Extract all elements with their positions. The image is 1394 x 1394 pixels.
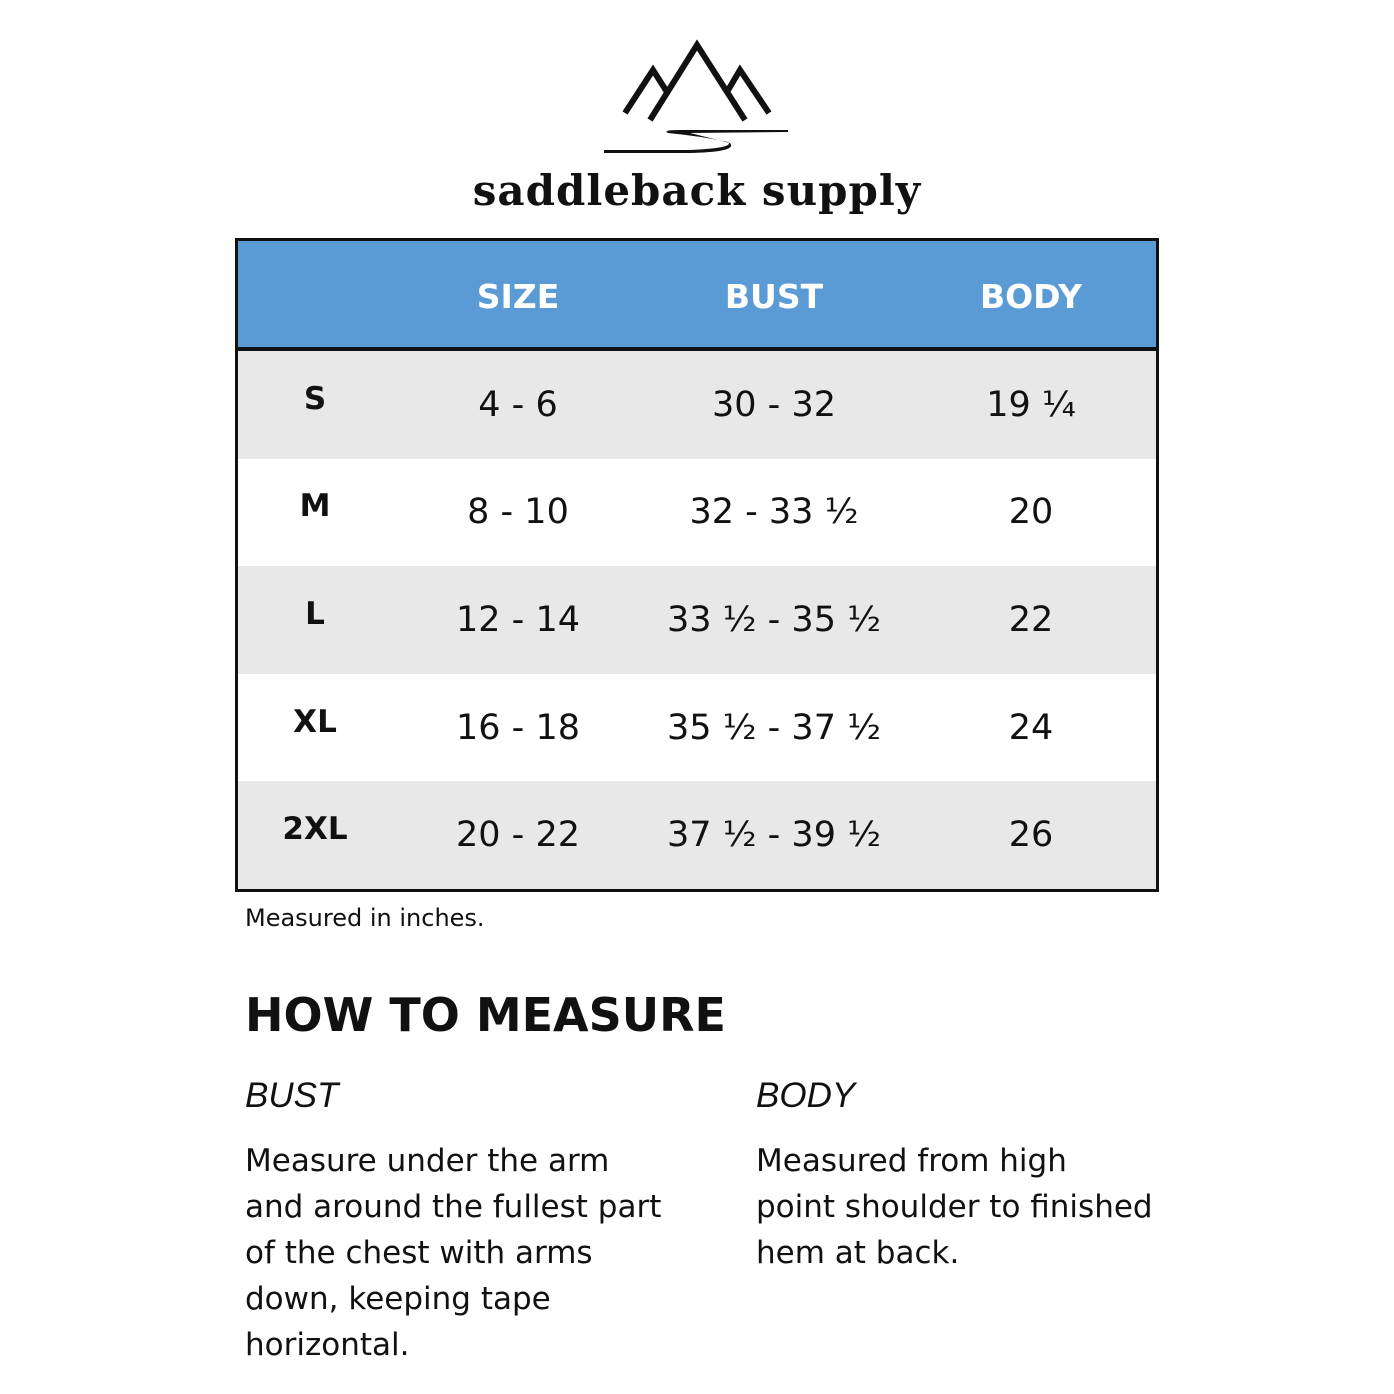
table-row: S 4 - 6 30 - 32 19 ¼ (238, 351, 1156, 459)
text-line: down, keeping tape (245, 1281, 551, 1317)
text-line: and around the fullest part (245, 1189, 662, 1225)
size-value: 20 - 22 (456, 815, 580, 855)
bust-value: 33 ½ - 35 ½ (666, 600, 882, 640)
body-instructions: Measured from high point shoulder to fin… (756, 1138, 1176, 1276)
text-line: horizontal. (245, 1327, 410, 1363)
text-line: Measured from high (756, 1143, 1067, 1179)
row-label: 2XL (282, 811, 348, 847)
body-value: 19 ¼ (986, 385, 1076, 425)
text-line: Measure under the arm (245, 1143, 610, 1179)
bust-value: 30 - 32 (712, 385, 836, 425)
row-label: XL (293, 704, 337, 740)
row-label: M (299, 488, 331, 524)
table-header: SIZE BUST BODY (238, 241, 1156, 351)
size-value: 12 - 14 (456, 600, 580, 640)
body-value: 24 (1008, 708, 1054, 748)
size-table: SIZE BUST BODY S 4 - 6 30 - 32 19 ¼ M 8 … (235, 238, 1159, 892)
body-value: 26 (1008, 815, 1054, 855)
header-bust: BUST (724, 277, 824, 316)
text-line: of the chest with arms (245, 1235, 593, 1271)
row-label: L (305, 596, 325, 632)
header-body: BODY (979, 277, 1083, 316)
body-heading: BODY (756, 1076, 856, 1115)
bust-value: 32 - 33 ½ (689, 492, 859, 532)
bust-value: 37 ½ - 39 ½ (666, 815, 882, 855)
text-line: hem at back. (756, 1235, 960, 1271)
table-row: M 8 - 10 32 - 33 ½ 20 (238, 458, 1156, 566)
brand-name: saddleback supply (472, 166, 922, 215)
table-row: XL 16 - 18 35 ½ - 37 ½ 24 (238, 674, 1156, 782)
size-value: 4 - 6 (478, 385, 558, 425)
row-label: S (303, 381, 327, 417)
header-size: SIZE (476, 277, 560, 316)
bust-heading: BUST (245, 1076, 339, 1115)
text-line: point shoulder to finished (756, 1189, 1153, 1225)
body-value: 20 (1008, 492, 1054, 532)
how-to-measure-title: HOW TO MEASURE (245, 988, 726, 1042)
bust-value: 35 ½ - 37 ½ (666, 708, 882, 748)
size-value: 16 - 18 (456, 708, 580, 748)
mountains-river-logo-icon (604, 39, 788, 153)
table-row: L 12 - 14 33 ½ - 35 ½ 22 (238, 566, 1156, 674)
body-value: 22 (1008, 600, 1054, 640)
size-value: 8 - 10 (467, 492, 569, 532)
table-row: 2XL 20 - 22 37 ½ - 39 ½ 26 (238, 781, 1156, 889)
bust-instructions: Measure under the arm and around the ful… (245, 1138, 665, 1368)
units-note: Measured in inches. (245, 904, 485, 932)
